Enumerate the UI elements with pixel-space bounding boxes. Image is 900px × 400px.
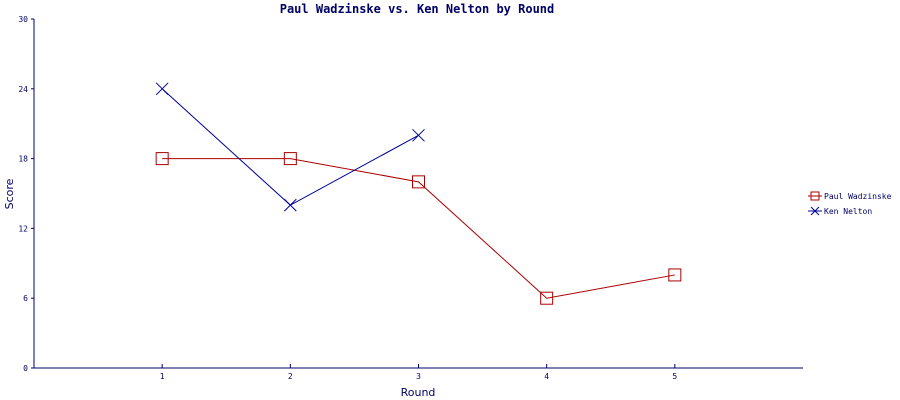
legend: Paul Wadzinske Ken Nelton bbox=[808, 191, 892, 216]
chart-title: Paul Wadzinske vs. Ken Nelton by Round bbox=[280, 2, 555, 16]
y-tick-label: 6 bbox=[23, 294, 28, 303]
square-marker bbox=[810, 191, 820, 201]
square-marker bbox=[540, 291, 554, 305]
square-marker bbox=[283, 152, 297, 166]
x-marker bbox=[155, 82, 169, 96]
x-marker bbox=[810, 206, 820, 216]
square-marker bbox=[155, 152, 169, 166]
series-ken-nelton bbox=[155, 82, 425, 212]
x-tick-label: 2 bbox=[288, 372, 293, 381]
x-marker bbox=[283, 198, 297, 212]
series-paul-wadzinske bbox=[155, 152, 682, 305]
legend-item: Ken Nelton bbox=[808, 206, 872, 216]
x-axis-ticks: 1 2 3 4 5 bbox=[160, 364, 677, 381]
legend-label: Paul Wadzinske bbox=[824, 192, 892, 201]
series-line bbox=[162, 158, 675, 299]
series-line bbox=[161, 88, 419, 206]
y-tick-label: 18 bbox=[18, 155, 28, 164]
y-tick-label: 24 bbox=[18, 85, 28, 94]
y-tick-label: 30 bbox=[18, 15, 28, 24]
x-tick-label: 5 bbox=[672, 372, 677, 381]
y-axis-label: Score bbox=[3, 178, 16, 209]
legend-item: Paul Wadzinske bbox=[808, 191, 892, 201]
x-tick-label: 4 bbox=[544, 372, 549, 381]
y-axis-ticks: 0 6 12 18 24 30 bbox=[18, 15, 34, 373]
plot-area bbox=[155, 82, 682, 305]
x-marker bbox=[412, 128, 425, 142]
legend-label: Ken Nelton bbox=[824, 207, 872, 216]
y-tick-label: 0 bbox=[23, 364, 28, 373]
square-marker bbox=[412, 175, 425, 189]
x-tick-label: 1 bbox=[160, 372, 165, 381]
square-marker bbox=[668, 268, 682, 282]
y-tick-label: 12 bbox=[18, 224, 28, 233]
x-axis-label: Round bbox=[401, 386, 436, 399]
x-tick-label: 3 bbox=[416, 372, 421, 381]
